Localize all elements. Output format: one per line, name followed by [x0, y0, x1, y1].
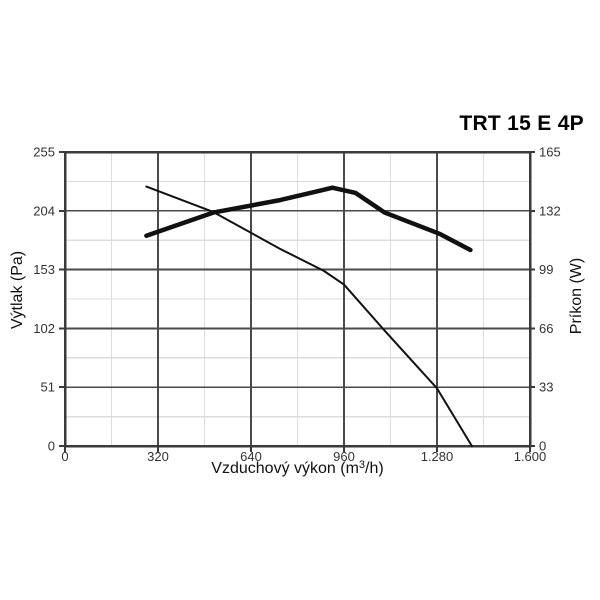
x-tick-label: 0: [61, 449, 68, 464]
x-tick-label: 1.280: [421, 449, 454, 464]
y-right-tick-label: 99: [539, 262, 553, 277]
plot-frame: [63, 150, 532, 448]
y-left-tick-label: 153: [33, 262, 55, 277]
y-right-tick-label: 33: [539, 380, 553, 395]
y-right-tick-label: 132: [539, 203, 561, 218]
chart-title: TRT 15 E 4P: [459, 112, 584, 135]
y-axis-label-right: Príkon (W): [568, 257, 585, 335]
power-curve: [144, 185, 473, 253]
x-tick-label: 960: [333, 449, 355, 464]
x-tick-label: 1.600: [514, 449, 547, 464]
y-right-tick-label: 66: [539, 321, 553, 336]
x-axis-label-superscript: 3: [358, 459, 366, 471]
y-right-tick-label: 165: [539, 145, 561, 160]
x-tick-label: 320: [147, 449, 169, 464]
y-left-tick-label: 204: [33, 203, 55, 218]
y-right-tick-label: 0: [539, 439, 546, 454]
x-tick-label: 640: [240, 449, 262, 464]
y-axis-label-left: Výtlak (Pa): [9, 250, 26, 330]
pressure-curve: [145, 185, 473, 447]
y-left-tick-label: 0: [48, 439, 55, 454]
x-axis-label: Vzduchový výkon (m3/h): [65, 459, 530, 478]
y-left-tick-label: 102: [33, 321, 55, 336]
x-axis-label-unit: /h): [365, 460, 384, 477]
y-left-tick-label: 51: [41, 380, 55, 395]
y-left-tick-label: 255: [33, 145, 55, 160]
x-axis-label-text: Vzduchový výkon (m: [211, 460, 359, 477]
